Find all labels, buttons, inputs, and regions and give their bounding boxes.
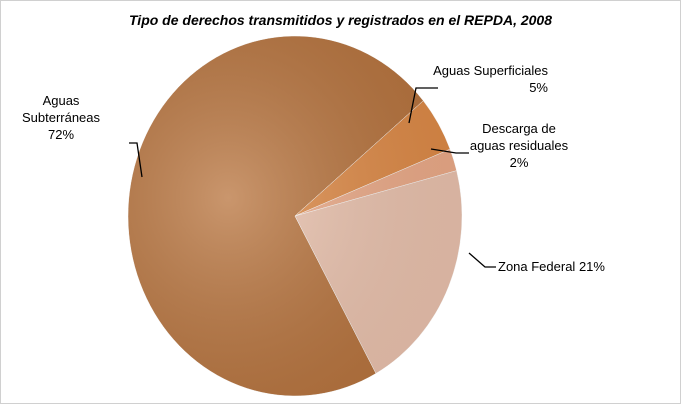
value-label: 72% [47, 127, 75, 142]
category-label: Aguas Subterráneas [21, 93, 101, 125]
shading [128, 36, 462, 396]
value-label: 5% [529, 80, 548, 95]
value-label: 21% [578, 259, 605, 274]
slice-label: Zona Federal 21% [498, 258, 648, 275]
slice-label: Aguas Subterráneas 72% [11, 92, 111, 143]
category-label: Aguas Superficiales [433, 63, 548, 78]
slice-label: Aguas Superficiales 5% [431, 62, 548, 96]
category-label: Zona Federal [498, 259, 576, 274]
value-label: 2% [509, 155, 529, 170]
leaders [129, 87, 496, 268]
slice-label: Descarga de aguas residuales 2% [469, 120, 569, 171]
category-label: Descarga de aguas residuales [469, 121, 569, 153]
chart-title: Tipo de derechos transmitidos y registra… [129, 12, 552, 28]
